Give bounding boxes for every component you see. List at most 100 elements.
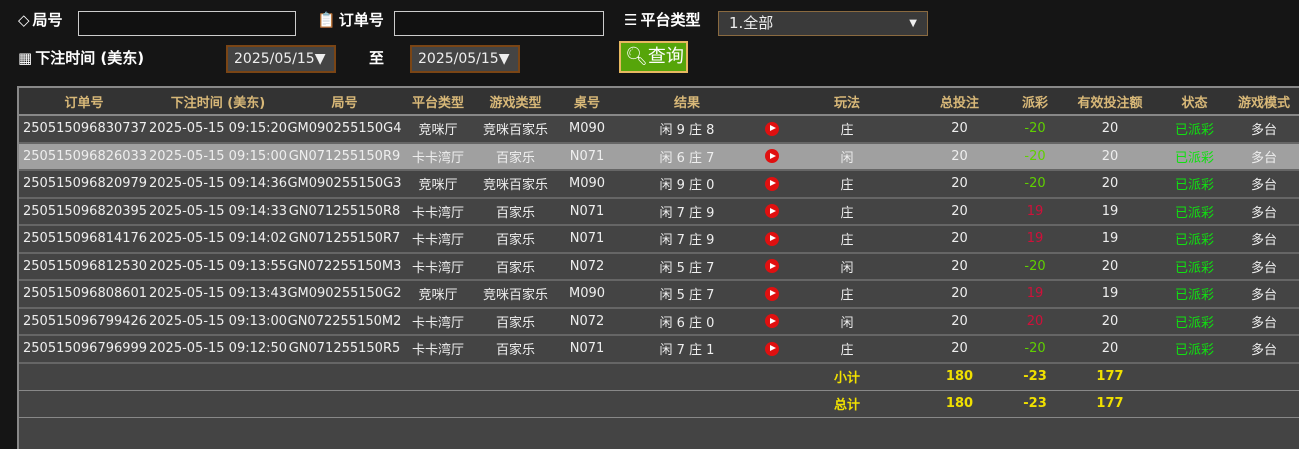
bet-type-cell: 闲: [787, 252, 907, 281]
table-no-cell: M090: [557, 280, 617, 309]
round-id-cell: GM090255150G4: [287, 115, 402, 144]
column-header: 结果: [617, 88, 757, 116]
bet-type-cell: 庄: [787, 280, 907, 309]
valid-bet-cell: 19: [1058, 197, 1162, 226]
table-no-cell: N071: [557, 197, 617, 226]
play-icon[interactable]: [765, 314, 779, 329]
payout-cell: 19: [1012, 280, 1058, 309]
order-id-cell: 250515096826033: [19, 142, 149, 171]
total-label: 总计: [787, 390, 907, 418]
result-cell: 闲 5 庄 7: [617, 252, 757, 281]
table-row[interactable]: 250515096799426 2025-05-15 09:13:00 GN0722…: [19, 307, 1299, 336]
platform-label: ☰ 平台类型: [624, 10, 701, 30]
status-cell: 已派彩: [1162, 115, 1227, 144]
bet-time-cell: 2025-05-15 09:12:50: [149, 335, 287, 364]
total-bet-cell: 20: [907, 115, 1012, 144]
table-no-cell: N071: [557, 225, 617, 254]
payout-cell: 19: [1012, 197, 1058, 226]
order-id-cell: 250515096830737: [19, 115, 149, 144]
play-icon[interactable]: [765, 204, 779, 219]
bet-time-cell: 2025-05-15 09:14:02: [149, 225, 287, 254]
round-id-cell: GN071255150R9: [287, 142, 402, 171]
game-type-cell: 百家乐: [474, 197, 557, 226]
subtotal-total-bet: 180: [907, 362, 1012, 391]
play-icon[interactable]: [765, 121, 779, 136]
play-icon[interactable]: [765, 259, 779, 274]
table-row[interactable]: 250515096826033 2025-05-15 09:15:00 GN0712…: [19, 142, 1299, 171]
order-id-cell: 250515096808601: [19, 280, 149, 309]
platform-select[interactable]: 1.全部 ▼: [718, 11, 928, 36]
bet-time-cell: 2025-05-15 09:13:00: [149, 307, 287, 336]
play-icon[interactable]: [765, 231, 779, 246]
table-row[interactable]: 250515096820979 2025-05-15 09:14:36 GM0902…: [19, 170, 1299, 199]
round-input[interactable]: [78, 11, 296, 36]
valid-bet-cell: 20: [1058, 170, 1162, 199]
order-id-cell: 250515096799426: [19, 307, 149, 336]
result-cell: 闲 5 庄 7: [617, 280, 757, 309]
bet-type-cell: 庄: [787, 170, 907, 199]
valid-bet-cell: 19: [1058, 225, 1162, 254]
bet-time-cell: 2025-05-15 09:14:33: [149, 197, 287, 226]
query-button[interactable]: 🔍︎查询: [619, 41, 688, 73]
status-cell: 已派彩: [1162, 335, 1227, 364]
order-id-cell: 250515096796999: [19, 335, 149, 364]
column-header: 派彩: [1012, 88, 1058, 116]
play-icon[interactable]: [765, 149, 779, 164]
platform-cell: 竞咪厅: [402, 280, 474, 309]
table-no-cell: M090: [557, 170, 617, 199]
play-icon[interactable]: [765, 341, 779, 356]
table-row[interactable]: 250515096830737 2025-05-15 09:15:20 GM0902…: [19, 115, 1299, 144]
round-label: ◇ 局号: [18, 10, 63, 30]
subtotal-valid-bet: 177: [1058, 362, 1162, 391]
result-cell: 闲 9 庄 8: [617, 115, 757, 144]
game-type-cell: 百家乐: [474, 142, 557, 171]
platform-cell: 竞咪厅: [402, 170, 474, 199]
list-icon: ☰: [624, 10, 638, 29]
replay-cell: [757, 252, 787, 281]
valid-bet-cell: 20: [1058, 142, 1162, 171]
date-from-select[interactable]: 2025/05/15▼: [226, 45, 336, 73]
total-bet-cell: 20: [907, 307, 1012, 336]
order-id-cell: 250515096820395: [19, 197, 149, 226]
result-cell: 闲 6 庄 0: [617, 307, 757, 336]
order-label: 📋 订单号: [317, 10, 384, 30]
payout-cell: 20: [1012, 307, 1058, 336]
table-row[interactable]: 250515096812530 2025-05-15 09:13:55 GN0722…: [19, 252, 1299, 281]
time-label: ▦ 下注时间 (美东): [18, 48, 145, 68]
round-id-cell: GN071255150R8: [287, 197, 402, 226]
payout-cell: -20: [1012, 170, 1058, 199]
game-mode-cell: 多台: [1227, 225, 1299, 254]
status-cell: 已派彩: [1162, 225, 1227, 254]
payout-cell: -20: [1012, 142, 1058, 171]
play-icon[interactable]: [765, 176, 779, 191]
column-header: 平台类型: [402, 88, 474, 116]
table-row[interactable]: 250515096808601 2025-05-15 09:13:43 GM0902…: [19, 280, 1299, 309]
total-row: 总计 180 -23 177: [19, 390, 1299, 418]
total-total-bet: 180: [907, 390, 1012, 418]
order-input[interactable]: [394, 11, 604, 36]
bet-time-cell: 2025-05-15 09:15:20: [149, 115, 287, 144]
game-mode-cell: 多台: [1227, 307, 1299, 336]
play-icon[interactable]: [765, 286, 779, 301]
table-row[interactable]: 250515096814176 2025-05-15 09:14:02 GN0712…: [19, 225, 1299, 254]
status-cell: 已派彩: [1162, 252, 1227, 281]
platform-cell: 竞咪厅: [402, 115, 474, 144]
game-mode-cell: 多台: [1227, 170, 1299, 199]
bet-type-cell: 庄: [787, 197, 907, 226]
table-row[interactable]: 250515096820395 2025-05-15 09:14:33 GN0712…: [19, 197, 1299, 226]
status-cell: 已派彩: [1162, 197, 1227, 226]
status-cell: 已派彩: [1162, 170, 1227, 199]
game-type-cell: 竞咪百家乐: [474, 170, 557, 199]
result-cell: 闲 7 庄 9: [617, 225, 757, 254]
column-header: 桌号: [557, 88, 617, 116]
replay-cell: [757, 115, 787, 144]
payout-cell: -20: [1012, 252, 1058, 281]
column-header: 订单号: [19, 88, 149, 116]
round-id-cell: GN071255150R5: [287, 335, 402, 364]
table-row[interactable]: 250515096796999 2025-05-15 09:12:50 GN0712…: [19, 335, 1299, 364]
platform-cell: 卡卡湾厅: [402, 335, 474, 364]
total-bet-cell: 20: [907, 280, 1012, 309]
date-to-select[interactable]: 2025/05/15▼: [410, 45, 520, 73]
game-type-cell: 百家乐: [474, 252, 557, 281]
game-type-cell: 百家乐: [474, 335, 557, 364]
